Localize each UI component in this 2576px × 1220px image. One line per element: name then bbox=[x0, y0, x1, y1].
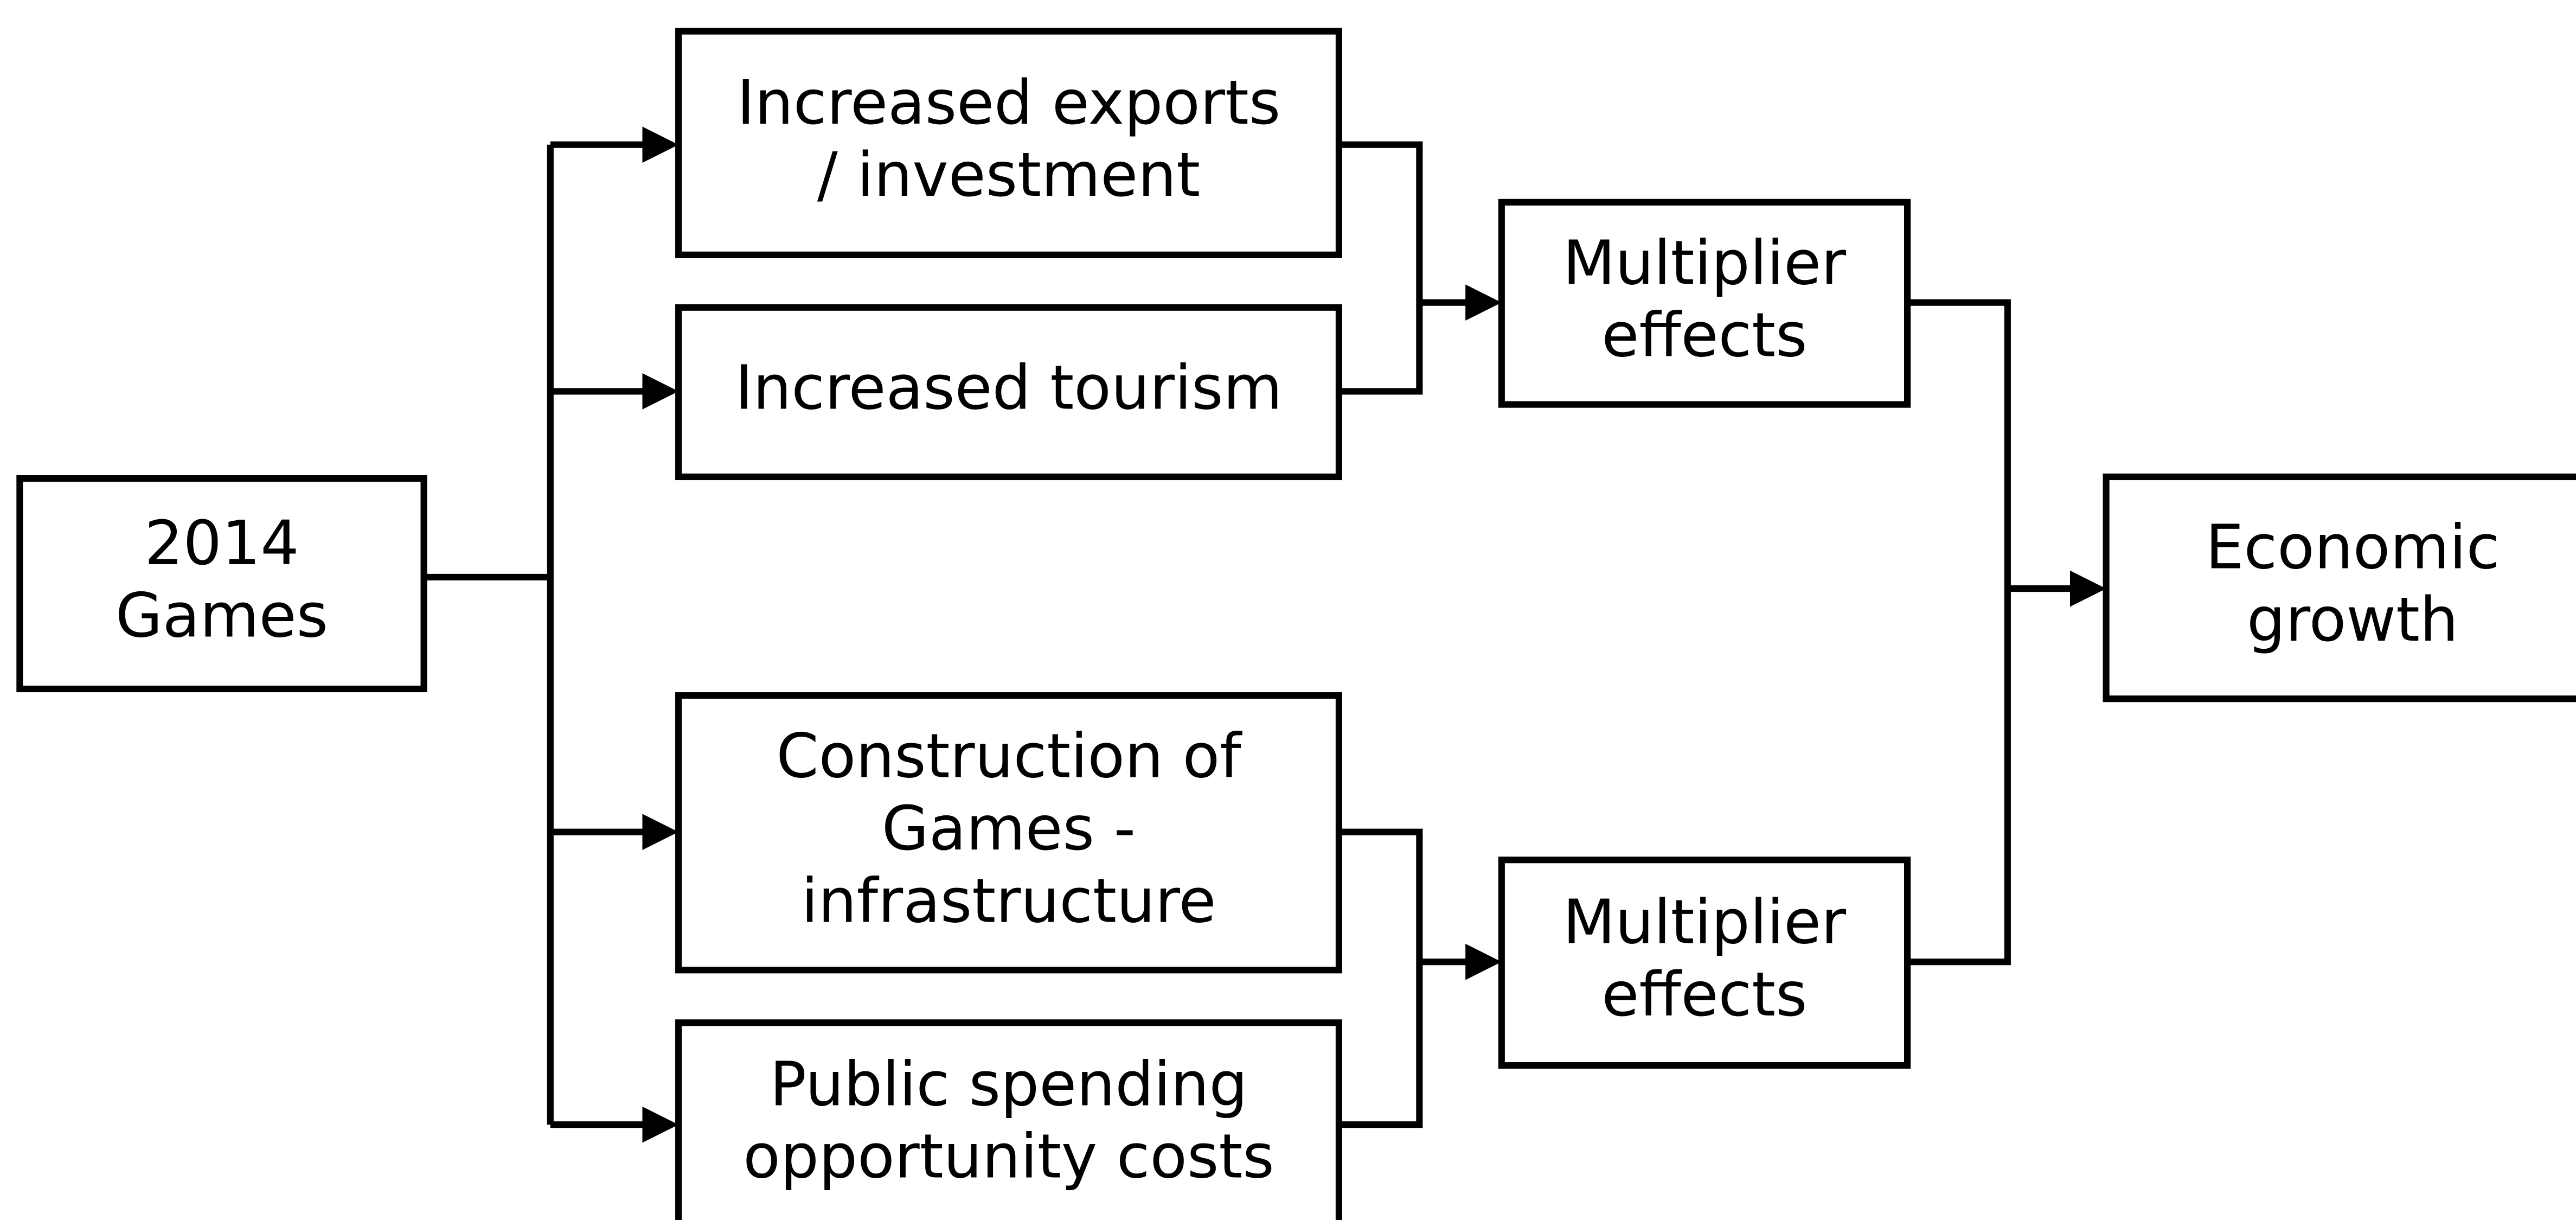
node-label: Games - bbox=[882, 794, 1136, 864]
arrowhead bbox=[642, 126, 679, 163]
arrowhead bbox=[642, 814, 679, 851]
node-box bbox=[675, 28, 1342, 258]
arrowhead bbox=[2069, 570, 2106, 607]
node-box bbox=[675, 692, 1342, 974]
arrowhead bbox=[1465, 943, 1502, 980]
node-box bbox=[675, 1019, 1342, 1220]
connectors bbox=[424, 126, 2106, 1143]
node-box bbox=[675, 304, 1342, 481]
node-label: Increased exports bbox=[737, 68, 1281, 138]
node-label: opportunity costs bbox=[743, 1122, 1274, 1192]
node-label: infrastructure bbox=[802, 866, 1216, 936]
connector bbox=[1338, 141, 1423, 395]
connector bbox=[1338, 828, 1423, 1128]
node-box bbox=[2103, 473, 2576, 702]
node-label: 2014 bbox=[144, 508, 299, 579]
node: Increased tourism bbox=[675, 304, 1342, 481]
node-label: Economic bbox=[2206, 513, 2500, 583]
node-box bbox=[1498, 857, 1911, 1069]
node-label: Increased tourism bbox=[735, 353, 1282, 424]
node-label: Public spending bbox=[770, 1049, 1247, 1120]
node-box bbox=[1498, 199, 1911, 408]
node-label: Multiplier bbox=[1563, 887, 1847, 958]
arrowhead bbox=[1465, 284, 1502, 321]
node-label: effects bbox=[1601, 960, 1807, 1030]
node-label: Games bbox=[116, 580, 328, 651]
arrowhead bbox=[642, 373, 679, 410]
node-label: effects bbox=[1601, 301, 1807, 371]
node-label: Multiplier bbox=[1563, 228, 1847, 298]
node: Increased exports/ investment bbox=[675, 28, 1342, 258]
arrowhead bbox=[642, 1106, 679, 1143]
node-box bbox=[16, 475, 427, 693]
node-label: Construction of bbox=[776, 721, 1242, 792]
node-label: / investment bbox=[817, 140, 1200, 210]
connector bbox=[1907, 299, 2011, 966]
node-label: growth bbox=[2247, 585, 2458, 655]
